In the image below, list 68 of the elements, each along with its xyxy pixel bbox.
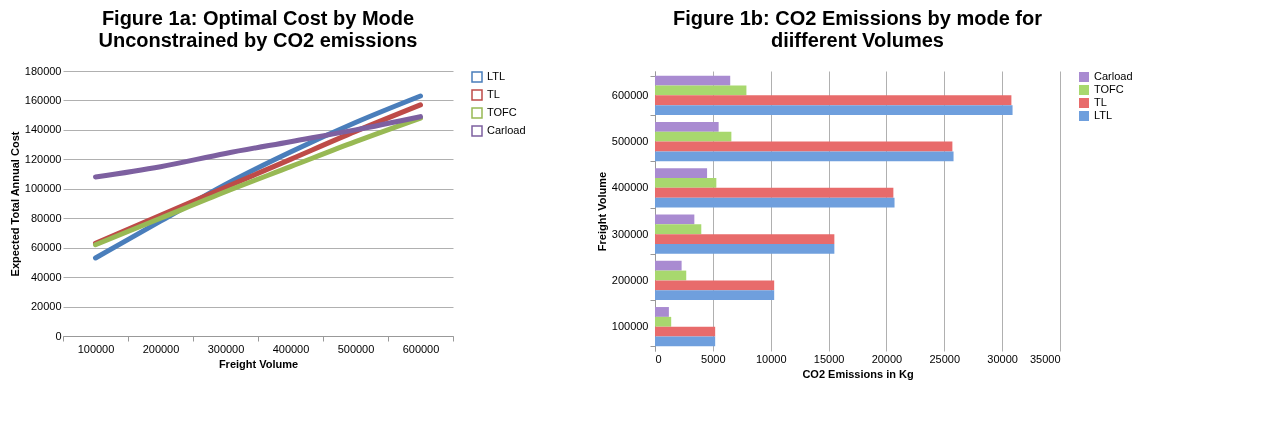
y-axis-title: Freight Volume bbox=[595, 171, 608, 252]
x-tick-label: 100000 bbox=[77, 342, 115, 355]
bar bbox=[655, 290, 775, 301]
legend-label: LTL bbox=[487, 70, 506, 82]
bar bbox=[655, 336, 716, 347]
bar bbox=[655, 151, 954, 162]
chart-title: Figure 1b: CO2 Emissions by mode for diifferent Volumes bbox=[673, 7, 1043, 51]
bar bbox=[655, 307, 669, 317]
bar bbox=[655, 121, 719, 132]
x-tick-label: 0 bbox=[655, 352, 662, 365]
x-tick-label: 35000 bbox=[1029, 352, 1061, 365]
x-tick-label: 30000 bbox=[987, 352, 1018, 365]
chart-title: Figure 1a: Optimal Cost by Mode Unconstrained by CO2 emissions bbox=[98, 7, 418, 51]
bar bbox=[655, 280, 775, 291]
legend-label: LTL bbox=[1094, 109, 1113, 121]
y-tick-label: 100000 bbox=[611, 320, 649, 333]
bar bbox=[655, 270, 687, 281]
legend-label: TOFC bbox=[487, 106, 517, 118]
bar bbox=[655, 75, 731, 86]
x-tick-label: 300000 bbox=[207, 342, 245, 355]
x-tick-label: 20000 bbox=[871, 352, 903, 365]
y-tick-label: 60000 bbox=[30, 241, 62, 254]
x-tick-label: 600000 bbox=[402, 342, 440, 355]
x-tick-label: 200000 bbox=[142, 342, 180, 355]
bar bbox=[655, 168, 708, 179]
y-tick-label: 140000 bbox=[24, 123, 62, 136]
x-tick-label: 5000 bbox=[701, 352, 726, 365]
bar bbox=[655, 141, 953, 152]
bar bbox=[655, 197, 895, 208]
y-tick-label: 500000 bbox=[611, 135, 649, 148]
y-tick-label: 160000 bbox=[24, 93, 62, 106]
bar bbox=[655, 178, 717, 188]
bar bbox=[655, 243, 835, 254]
x-axis-title: CO2 Emissions in Kg bbox=[802, 367, 914, 380]
bar bbox=[655, 95, 1012, 106]
y-tick-label: 180000 bbox=[24, 64, 62, 77]
x-tick-label: 25000 bbox=[929, 352, 961, 365]
y-tick-label: 300000 bbox=[611, 227, 649, 240]
y-tick-label: 20000 bbox=[30, 300, 62, 313]
bar bbox=[655, 214, 695, 225]
bar bbox=[655, 234, 835, 244]
y-tick-label: 200000 bbox=[611, 273, 649, 286]
legend-label: TL bbox=[1094, 96, 1107, 108]
x-tick-label: 10000 bbox=[755, 352, 787, 365]
x-tick-label: 500000 bbox=[337, 342, 375, 355]
bar bbox=[655, 85, 747, 96]
x-axis-title: Freight Volume bbox=[218, 357, 299, 370]
y-tick-label: 600000 bbox=[611, 88, 649, 101]
y-tick-label: 400000 bbox=[611, 181, 649, 194]
bar bbox=[655, 260, 682, 271]
y-tick-label: 120000 bbox=[24, 152, 62, 165]
y-tick-label: 40000 bbox=[30, 270, 62, 283]
y-tick-label: 100000 bbox=[24, 182, 62, 195]
y-tick-label: 80000 bbox=[30, 211, 62, 224]
legend-label: TL bbox=[487, 88, 500, 100]
y-tick-label: 0 bbox=[55, 329, 62, 342]
bar bbox=[655, 131, 732, 142]
y-axis-title: Expected Total Annual Cost bbox=[8, 131, 21, 277]
legend-label: Carload bbox=[1094, 70, 1133, 82]
legend-label: TOFC bbox=[1094, 83, 1124, 95]
x-tick-label: 400000 bbox=[272, 342, 310, 355]
bar bbox=[655, 105, 1013, 115]
bar bbox=[655, 224, 702, 235]
bar bbox=[655, 326, 716, 337]
bar bbox=[655, 187, 894, 198]
legend-label: Carload bbox=[487, 124, 526, 136]
x-tick-label: 15000 bbox=[813, 352, 845, 365]
bar bbox=[655, 316, 672, 327]
